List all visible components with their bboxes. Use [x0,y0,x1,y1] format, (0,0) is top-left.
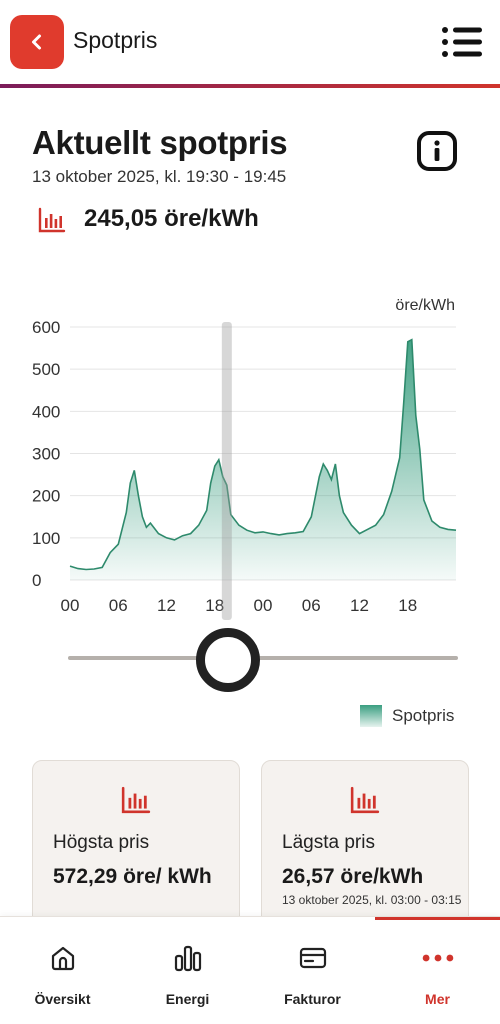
x-axis-ticks: 00 06 12 18 00 06 12 18 [61,596,418,615]
active-tab-indicator [375,917,500,920]
home-icon [46,943,80,973]
spotprice-line [69,338,457,571]
tab-label: Energi [165,991,210,1007]
chevron-left-icon [32,34,41,50]
card-icon [296,943,330,973]
menu-list-icon[interactable] [440,22,484,62]
chart-legend: Spotpris [360,705,454,727]
y-axis-unit-label: öre/kWh [395,297,455,314]
spotprice-chart[interactable]: öre/kWh 0 100 200 300 400 500 600 00 06 12 18 00 06… [0,280,500,620]
card-label: Lägsta pris [282,832,375,853]
y-tick-label: 400 [32,402,60,421]
y-tick-label: 200 [32,487,60,506]
tab-fakturor[interactable]: Fakturor [250,917,375,1024]
legend-swatch [360,705,382,727]
x-tick-label: 00 [61,596,80,615]
bar-chart-icon [38,207,66,233]
header-title: Spotpris [73,27,158,53]
x-tick-label: 00 [254,596,273,615]
page-title: Aktuellt spotpris [32,124,288,161]
bar-chart-icon [350,786,380,814]
x-tick-label: 06 [109,596,128,615]
current-price-row [38,200,66,240]
x-tick-label: 12 [157,596,176,615]
tab-oversikt[interactable]: Översikt [0,917,125,1024]
spotprice-area [70,339,456,580]
more-dots-icon [421,943,455,973]
bottom-tab-bar: Översikt Energi Fakturor [0,916,500,1024]
x-tick-label: 06 [302,596,321,615]
bar-chart-icon [121,786,151,814]
card-value: 26,57 öre/kWh [282,865,424,888]
tab-energi[interactable]: Energi [125,917,250,1024]
price-interval: 13 oktober 2025, kl. 19:30 - 19:45 [32,167,287,186]
y-tick-label: 600 [32,318,60,337]
time-slider-handle[interactable] [196,628,260,692]
y-tick-label: 300 [32,445,60,464]
y-axis-ticks: 0 100 200 300 400 500 600 [32,318,60,590]
card-time: 13 oktober 2025, kl. 03:00 - 03:15 [282,893,462,907]
x-tick-label: 18 [205,596,224,615]
x-tick-label: 12 [350,596,369,615]
info-icon[interactable] [416,130,458,172]
bar-chart-icon [171,943,205,973]
tab-label: Mer [425,991,450,1007]
legend-label: Spotpris [392,706,455,725]
x-tick-label: 18 [398,596,417,615]
y-tick-label: 0 [32,571,41,590]
tab-label: Fakturor [284,991,341,1007]
time-slider-track[interactable] [68,656,458,660]
current-price: 245,05 öre/kWh [84,205,259,232]
card-value: 572,29 öre/ kWh [53,865,212,888]
current-time-marker [221,322,232,620]
header-divider [0,84,500,88]
y-tick-label: 500 [32,360,60,379]
tab-label: Översikt [34,991,91,1007]
app-header: Spotpris [0,0,500,84]
tab-mer[interactable]: Mer [375,917,500,1024]
card-label: Högsta pris [53,832,150,853]
back-button[interactable] [10,15,64,69]
y-tick-label: 100 [32,529,60,548]
